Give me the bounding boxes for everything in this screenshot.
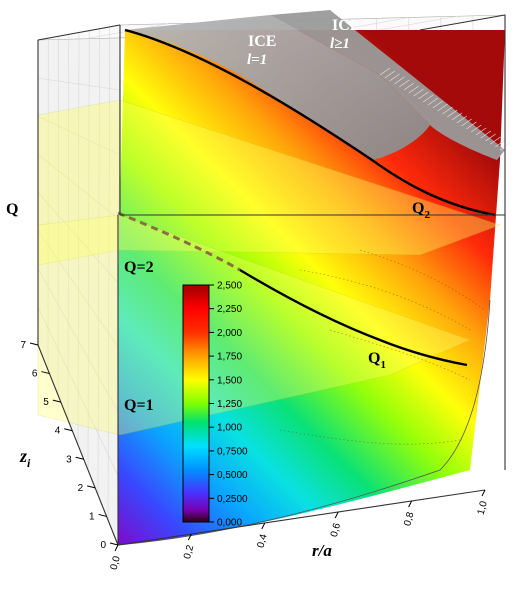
x-tick-mark xyxy=(261,522,266,530)
x-tick-label: 0,0 xyxy=(109,555,123,572)
colorbar-ticks: 0,000 0,2500 0,5000 0,7500 1,000 1,250 1,500 1,… xyxy=(209,281,248,529)
y-tick-label: 5 xyxy=(43,397,49,408)
colorbar-tick-label: 0,2500 xyxy=(217,494,248,505)
colorbar-tick-label: 1,750 xyxy=(217,352,242,363)
x-axis-label: r/a xyxy=(312,541,332,560)
x-tick-mark xyxy=(481,489,486,497)
plane-label-q1: Q=1 xyxy=(124,397,154,414)
colorbar-tick-label: 2,000 xyxy=(217,328,242,339)
x-tick-mark xyxy=(334,511,339,519)
y-tick-mark xyxy=(41,371,50,375)
colorbar-tick-label: 1,000 xyxy=(217,423,242,434)
x-tick-mark xyxy=(114,544,119,552)
surface-contours xyxy=(279,249,486,445)
y-tick-label: 3 xyxy=(66,454,72,465)
y-tick-label: 4 xyxy=(55,426,61,437)
x-tick-label: 0,4 xyxy=(255,533,269,550)
box-frame xyxy=(37,14,506,546)
ice-region-lge1 xyxy=(270,10,505,160)
x-tick-mark xyxy=(408,500,413,508)
curve-label-q1: Q1 xyxy=(368,350,386,371)
q-surface xyxy=(118,30,505,545)
ice-hatch xyxy=(379,67,511,151)
ice-label-2: ICE xyxy=(332,17,360,34)
ice-region-l1 xyxy=(125,15,430,160)
curve-q2-boundary xyxy=(124,28,496,217)
x-tick-label: 0,6 xyxy=(329,522,343,539)
x-tick-label: 1,0 xyxy=(476,500,490,517)
colorbar-tick-label: 0,5000 xyxy=(217,470,248,481)
y-tick-mark xyxy=(64,428,73,432)
x-tick-label: 0,8 xyxy=(402,511,416,528)
ice-sub-label-2: l≥1 xyxy=(330,36,350,52)
x-tick-mark xyxy=(187,533,192,541)
z-axis-label: Q xyxy=(6,201,18,218)
colorbar-tick-label: 1,250 xyxy=(217,399,242,410)
y-tick-label: 2 xyxy=(78,483,84,494)
colorbar xyxy=(182,284,210,523)
colorbar-tick-label: 0,7500 xyxy=(217,446,248,457)
y-axis-ticks: 0 1 2 3 4 5 6 7 xyxy=(20,340,119,551)
plane-label-q2: Q=2 xyxy=(124,259,154,276)
y-tick-mark xyxy=(109,542,119,546)
colorbar-tick-label: 1,500 xyxy=(217,375,242,386)
colorbar-tick-label: 2,500 xyxy=(217,281,242,292)
colorbar-tick-label: 2,250 xyxy=(217,304,242,315)
y-axis-label: zi xyxy=(19,446,31,470)
colorbar-tick-label: 0,000 xyxy=(217,518,242,529)
y-tick-mark xyxy=(98,513,107,517)
curve-q1-boundary xyxy=(239,268,468,367)
y-tick-mark xyxy=(87,485,96,489)
x-axis-ticks: 0,0 0,2 0,4 0,6 0,8 1,0 xyxy=(109,489,490,572)
y-tick-label: 7 xyxy=(20,340,26,351)
y-tick-mark xyxy=(29,342,39,346)
ice-label-1: ICE xyxy=(248,33,276,50)
y-tick-label: 1 xyxy=(89,511,95,522)
y-tick-label: 0 xyxy=(100,540,106,551)
y-tick-mark xyxy=(75,456,84,460)
curve-q1-dashed xyxy=(117,211,241,272)
q-surface-front-edge xyxy=(117,299,491,546)
ice-sub-label-1: l=1 xyxy=(247,52,267,68)
y-tick-mark xyxy=(52,399,61,403)
curve-label-q2: Q2 xyxy=(412,200,430,221)
y-tick-label: 6 xyxy=(32,369,38,380)
x-tick-label: 0,2 xyxy=(182,544,196,561)
